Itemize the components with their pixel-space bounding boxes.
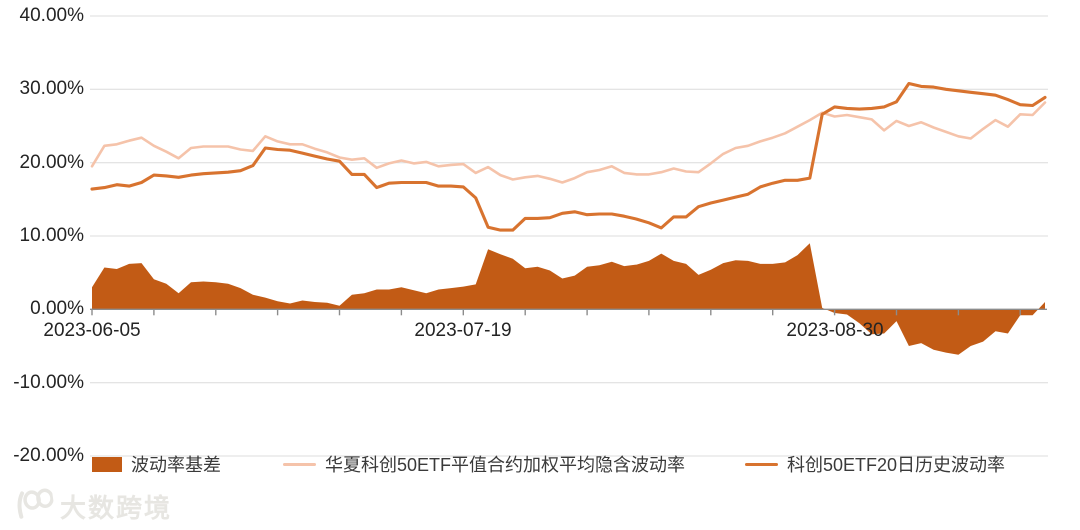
- y-axis-label: -10.00%: [13, 372, 84, 393]
- line-swatch-icon: [283, 462, 316, 466]
- x-axis-label: 2023-06-05: [43, 320, 141, 341]
- y-axis-label: 40.00%: [19, 5, 84, 26]
- x-axis-label: 2023-07-19: [414, 320, 512, 341]
- y-axis-label: -20.00%: [13, 445, 84, 466]
- watermark-100-logo-icon: [9, 484, 56, 528]
- y-axis-label: 20.00%: [19, 152, 84, 173]
- area-swatch-icon: [92, 456, 122, 472]
- x-axis-label: 2023-08-30: [786, 320, 884, 341]
- chart-legend: 波动率基差 华夏科创50ETF平值合约加权平均隐含波动率 科创50ETF20日历…: [0, 449, 1080, 479]
- legend-item-historical-vol: 科创50ETF20日历史波动率: [745, 449, 1005, 479]
- line-swatch-icon: [745, 462, 778, 466]
- y-axis-label: 30.00%: [19, 78, 84, 99]
- watermark: 大数跨境: [12, 487, 172, 526]
- watermark-text: 大数跨境: [60, 493, 173, 523]
- y-axis-label: 10.00%: [19, 225, 84, 246]
- legend-label-implied-vol: 华夏科创50ETF平值合约加权平均隐含波动率: [325, 455, 686, 475]
- legend-label-basis: 波动率基差: [131, 455, 221, 475]
- legend-item-basis: 波动率基差: [92, 449, 221, 479]
- legend-item-implied-vol: 华夏科创50ETF平值合约加权平均隐含波动率: [283, 449, 685, 479]
- y-axis-label: 0.00%: [30, 298, 84, 319]
- legend-label-historical-vol: 科创50ETF20日历史波动率: [787, 455, 1006, 475]
